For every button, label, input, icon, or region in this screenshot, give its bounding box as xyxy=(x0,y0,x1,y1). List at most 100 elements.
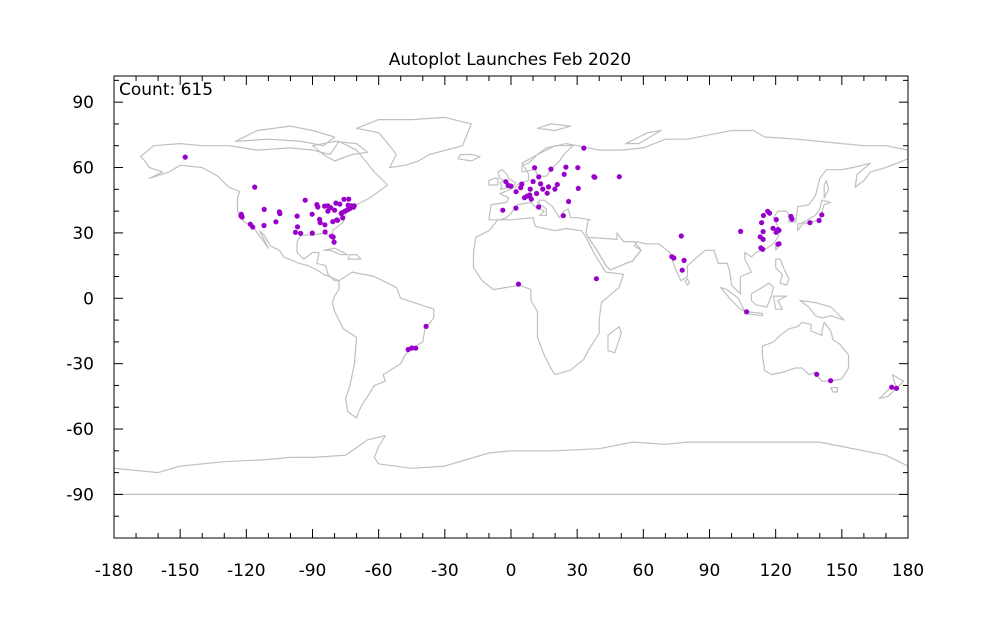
coastline-africa xyxy=(472,217,625,376)
x-tick-label: 120 xyxy=(759,561,791,581)
data-point xyxy=(773,217,779,223)
data-point xyxy=(292,229,299,235)
data-point xyxy=(575,165,581,171)
data-point xyxy=(330,219,336,225)
plot-frame xyxy=(113,75,909,539)
data-point xyxy=(298,230,304,236)
data-point xyxy=(563,164,569,170)
x-tick-label: 0 xyxy=(506,561,517,581)
data-point xyxy=(341,196,347,202)
x-tick-label: -120 xyxy=(227,561,266,581)
coastline-arabia xyxy=(587,232,642,271)
data-point xyxy=(513,189,519,195)
data-point xyxy=(816,217,822,224)
data-point xyxy=(500,207,506,213)
coastline-uk xyxy=(497,169,516,190)
coastline-borneo xyxy=(750,282,775,308)
data-point xyxy=(678,233,684,239)
data-point xyxy=(760,246,766,252)
data-point xyxy=(738,228,744,234)
data-point xyxy=(273,219,279,225)
data-point xyxy=(671,255,677,261)
coastline-new-zealand-south xyxy=(878,387,896,400)
x-tick-label: 30 xyxy=(566,561,588,581)
data-point xyxy=(423,323,429,329)
coastline-cuba xyxy=(322,247,349,256)
data-point xyxy=(302,197,308,203)
data-point xyxy=(508,183,514,189)
data-point xyxy=(540,186,546,192)
y-tick-label: 90 xyxy=(72,93,94,113)
data-point xyxy=(322,229,328,235)
data-point xyxy=(766,210,773,216)
data-point xyxy=(554,181,560,188)
y-tick-label: 30 xyxy=(72,224,94,244)
coastline-scandinavia-peninsula xyxy=(521,145,574,177)
coastline-philippines xyxy=(775,258,790,286)
data-point xyxy=(760,236,766,242)
coastline-japan xyxy=(797,199,832,232)
x-tick-label: -60 xyxy=(365,561,393,581)
coastline-south-america xyxy=(331,271,435,419)
coastline-eurasia xyxy=(488,129,908,295)
data-point xyxy=(340,215,346,221)
data-point xyxy=(330,234,336,240)
data-point xyxy=(413,345,419,351)
data-point xyxy=(544,190,550,196)
world-map xyxy=(114,116,908,495)
coastline-tasmania xyxy=(830,387,838,393)
data-point xyxy=(532,165,538,171)
coastline-madagascar xyxy=(607,326,622,354)
data-point xyxy=(332,207,338,213)
data-point xyxy=(515,281,522,287)
y-tick-label: -60 xyxy=(66,420,94,440)
data-point xyxy=(789,216,795,222)
data-point xyxy=(277,211,283,217)
data-point xyxy=(575,185,581,191)
x-tick-label: -180 xyxy=(95,561,134,581)
x-tick-label: -150 xyxy=(161,561,200,581)
data-point xyxy=(807,220,813,226)
data-point xyxy=(828,378,834,384)
data-point xyxy=(350,204,357,210)
data-point xyxy=(538,181,544,187)
data-point xyxy=(534,190,540,197)
data-point xyxy=(294,224,301,230)
data-point xyxy=(560,213,566,219)
data-point xyxy=(527,186,533,192)
data-point xyxy=(315,204,321,210)
data-point xyxy=(252,184,258,190)
coastline-iceland xyxy=(457,153,481,162)
data-point xyxy=(337,201,343,207)
data-point xyxy=(548,166,554,172)
data-point xyxy=(409,345,415,351)
data-point xyxy=(616,174,622,180)
coastline-sulawesi xyxy=(772,295,788,310)
coastline-north-america xyxy=(139,140,389,282)
data-point xyxy=(238,211,244,217)
data-point xyxy=(317,220,323,226)
data-point xyxy=(536,174,542,180)
coastline-greenland xyxy=(356,116,472,169)
data-point xyxy=(527,192,533,198)
data-point xyxy=(261,206,267,212)
coastline-canadian-arctic xyxy=(234,125,336,147)
data-points xyxy=(182,145,900,391)
data-point xyxy=(294,213,300,219)
chart-title: Autoplot Launches Feb 2020 xyxy=(389,50,632,70)
data-point xyxy=(760,212,767,219)
y-tick-label: 60 xyxy=(72,159,94,179)
data-point xyxy=(261,222,267,229)
coastline-new-guinea xyxy=(799,299,845,321)
data-point xyxy=(552,186,558,192)
coastline-new-zealand-north xyxy=(892,374,905,389)
x-tick-label: 150 xyxy=(826,561,858,581)
data-point xyxy=(889,384,895,390)
coastline-baffin-island xyxy=(311,140,369,162)
data-point xyxy=(593,276,600,282)
data-point xyxy=(528,196,534,202)
data-point xyxy=(581,145,587,151)
data-point xyxy=(333,200,339,206)
coastline-antarctica xyxy=(114,435,908,495)
y-tick-label: 0 xyxy=(83,289,94,309)
